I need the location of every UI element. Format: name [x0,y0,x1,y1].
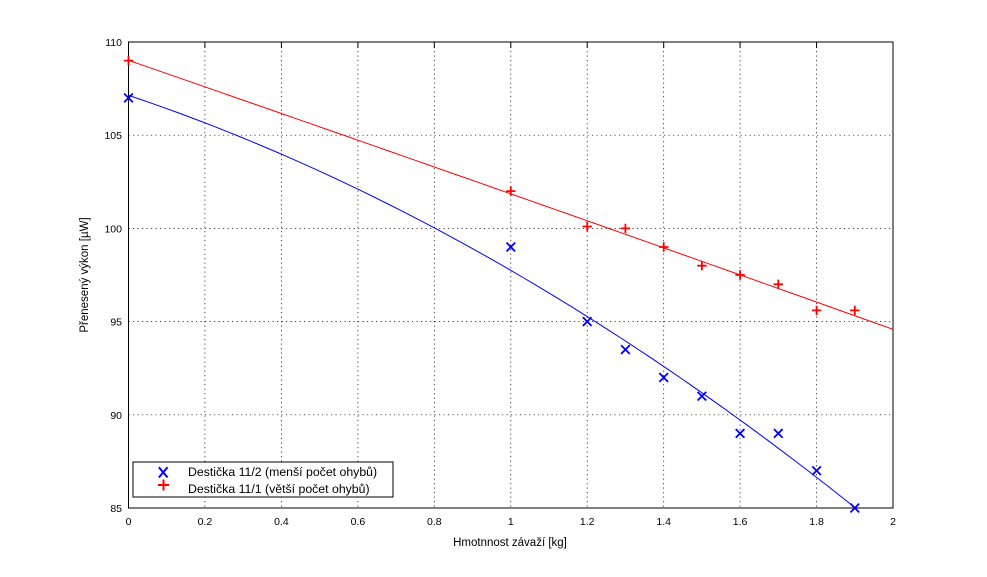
svg-text:Hmotnnost závaží [kg]: Hmotnnost závaží [kg] [453,537,567,549]
svg-text:Destička 11/1 (větší počet ohy: Destička 11/1 (větší počet ohybů) [188,482,370,496]
svg-text:0.8: 0.8 [427,516,442,528]
svg-text:0: 0 [126,516,132,528]
svg-text:Přenesený výkon [µW]: Přenesený výkon [µW] [79,217,91,332]
svg-text:1.4: 1.4 [656,516,671,528]
svg-text:0.2: 0.2 [198,516,213,528]
svg-text:0.6: 0.6 [351,516,366,528]
svg-text:0.4: 0.4 [274,516,289,528]
svg-text:110: 110 [105,37,122,49]
svg-text:Destička 11/2 (menší počet ohy: Destička 11/2 (menší počet ohybů) [188,465,377,479]
svg-text:90: 90 [110,410,122,422]
svg-text:105: 105 [104,130,122,142]
svg-text:95: 95 [110,317,122,329]
svg-text:1: 1 [508,516,514,528]
svg-text:85: 85 [110,503,122,515]
svg-text:1.8: 1.8 [809,516,824,528]
svg-text:1.6: 1.6 [733,516,748,528]
svg-text:1.2: 1.2 [580,516,595,528]
svg-text:100: 100 [104,223,122,235]
svg-text:2: 2 [890,516,896,528]
